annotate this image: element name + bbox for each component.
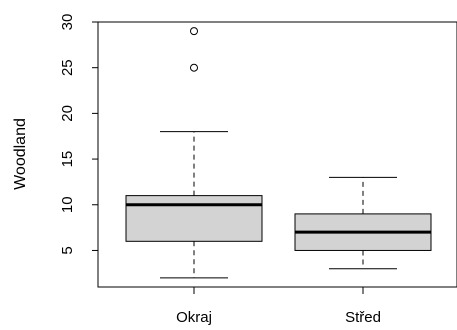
y-tick-label: 20 <box>59 105 76 122</box>
boxes <box>125 27 432 279</box>
x-tick-label: Střed <box>345 309 381 326</box>
y-tick-label: 5 <box>59 246 76 254</box>
x-tick-label: Okraj <box>176 309 212 326</box>
box-okraj <box>125 27 263 279</box>
outlier-point <box>190 27 198 36</box>
iqr-box <box>125 195 263 242</box>
outlier-point <box>190 63 198 72</box>
box-střed <box>294 176 432 270</box>
y-tick-label: 25 <box>59 59 76 76</box>
y-tick-label: 15 <box>59 151 76 168</box>
x-axis: Okraj Střed <box>176 287 381 326</box>
y-tick-label: 10 <box>59 196 76 213</box>
y-tick-label: 30 <box>59 14 76 31</box>
y-axis-label: Woodland <box>12 118 29 190</box>
y-axis: 5 10 15 20 25 30 <box>59 14 99 255</box>
